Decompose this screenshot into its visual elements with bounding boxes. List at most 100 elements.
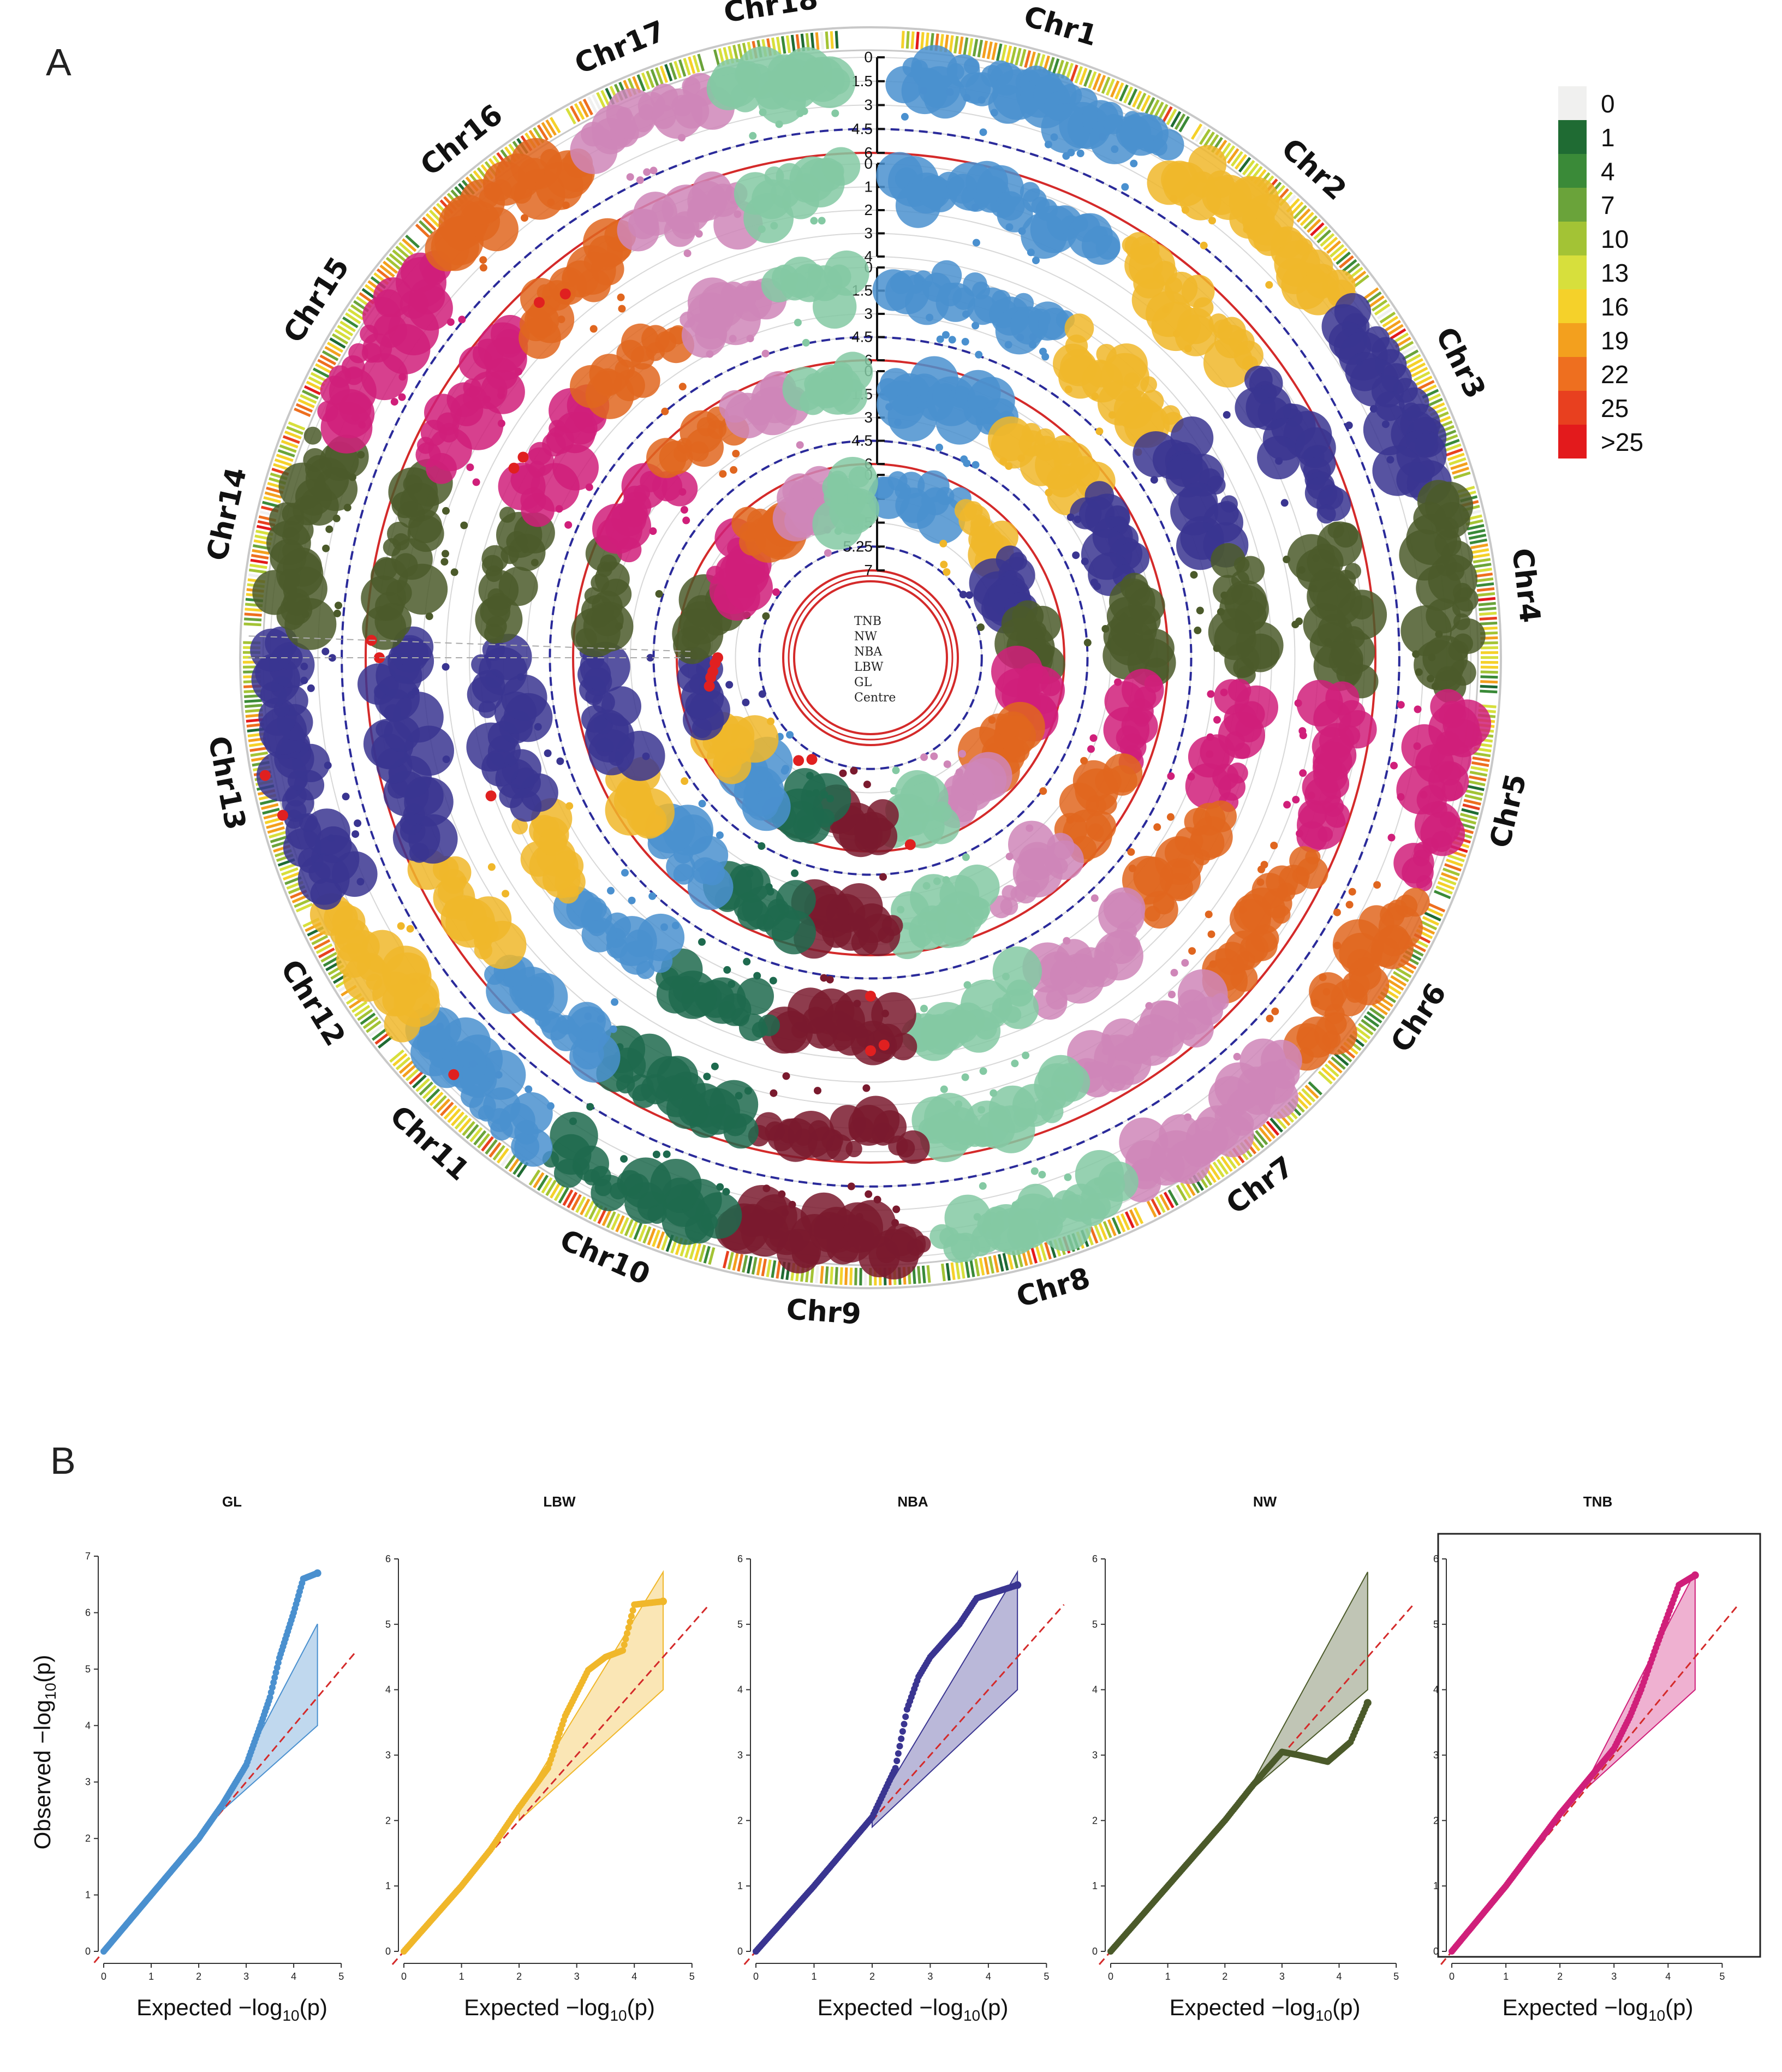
density-bin — [1088, 71, 1097, 89]
density-bin — [286, 426, 304, 435]
significant-snps — [259, 288, 916, 1080]
density-bin — [1461, 808, 1479, 815]
density-bin — [1158, 104, 1169, 121]
manhattan-chr1 — [885, 45, 1184, 191]
snp-point — [557, 315, 565, 324]
snp-point — [926, 313, 934, 321]
density-bin — [1007, 1252, 1014, 1270]
density-bin — [368, 1024, 385, 1037]
density-bin — [650, 69, 659, 87]
manhattan-chr16 — [570, 323, 695, 419]
density-bin — [1366, 1011, 1382, 1024]
snp-point — [939, 539, 947, 547]
manhattan-chr4 — [1190, 543, 1284, 684]
snp-point — [940, 1085, 948, 1093]
qq-point — [273, 1664, 281, 1671]
density-bin — [1444, 443, 1462, 452]
density-bin — [492, 1145, 505, 1161]
density-bin — [1426, 907, 1444, 917]
snp-cluster — [661, 470, 698, 507]
qq-y-tick-label: 2 — [737, 1815, 743, 1826]
density-bin — [436, 1098, 451, 1113]
qq-panel-lbw: LBW 0 1 2 3 4 5 6 0 1 2 3 4 5 Expected −log10(p) — [385, 1493, 710, 2024]
qq-x-tick-label: 4 — [986, 1971, 991, 1982]
snp-cluster — [990, 895, 1013, 919]
density-bin — [1212, 1161, 1225, 1178]
snp-point — [1083, 639, 1092, 647]
qq-y-tick-label: 2 — [385, 1815, 391, 1826]
qq-x-tick-label: 2 — [196, 1971, 201, 1982]
qq-y-tick-label: 1 — [737, 1880, 743, 1891]
qq-point — [627, 1618, 634, 1626]
manhattan-chr8 — [878, 766, 960, 849]
snp-point — [611, 998, 619, 1006]
density-bin — [315, 363, 332, 374]
density-bin — [825, 1266, 829, 1284]
qq-point — [622, 1635, 629, 1642]
density-bin — [1469, 770, 1488, 777]
density-bin — [244, 617, 262, 622]
qq-y-tick-label: 3 — [1092, 1750, 1098, 1761]
density-bin — [697, 53, 705, 72]
significant-snp — [259, 770, 271, 781]
density-bin — [1355, 1026, 1371, 1040]
density-bin — [1327, 1059, 1343, 1074]
qq-point — [899, 1728, 906, 1735]
density-bin — [334, 329, 351, 341]
density-bin — [611, 1213, 621, 1230]
snp-point — [1150, 476, 1158, 484]
snp-point — [946, 88, 954, 96]
density-bin — [820, 32, 825, 50]
manhattan-chr2 — [988, 416, 1116, 516]
density-bin — [1180, 1182, 1191, 1199]
snp-cluster — [1316, 504, 1336, 524]
snp-point — [863, 781, 871, 789]
snp-point — [1128, 864, 1136, 872]
density-bin — [815, 1265, 819, 1283]
density-band-chr11 — [389, 1049, 529, 1178]
density-bin — [1449, 457, 1467, 466]
qq-y-tick-label: 6 — [385, 1553, 391, 1564]
snp-point — [626, 173, 634, 181]
snp-point — [1145, 1002, 1153, 1010]
density-bin — [1480, 684, 1498, 689]
snp-point — [681, 777, 689, 785]
density-bin — [374, 1032, 390, 1045]
snp-cluster — [387, 521, 411, 546]
qq-point — [619, 1647, 627, 1654]
snp-point — [901, 112, 909, 121]
density-bin — [1307, 218, 1321, 233]
snp-point — [963, 981, 972, 989]
snp-cluster — [837, 488, 880, 531]
snp-point — [1039, 787, 1047, 795]
snp-point — [643, 168, 651, 176]
snp-point — [1208, 217, 1216, 225]
snp-point — [1413, 742, 1421, 750]
snp-point — [826, 975, 834, 984]
snp-point — [1420, 790, 1428, 799]
qq-y-tick-label: 5 — [1433, 1619, 1439, 1630]
density-bin — [641, 72, 651, 90]
snp-point — [1271, 1007, 1279, 1015]
density-bin — [269, 831, 287, 839]
snp-point — [564, 521, 573, 529]
snp-point — [1333, 942, 1342, 950]
density-bin — [698, 1245, 706, 1263]
center-label: LBW — [854, 660, 884, 674]
snp-point — [818, 217, 826, 225]
snp-point — [621, 868, 629, 877]
density-bin — [545, 1180, 557, 1196]
snp-point — [652, 1151, 660, 1158]
qq-x-tick-label: 5 — [338, 1971, 344, 1982]
qq-y-tick-label: 2 — [1092, 1815, 1098, 1826]
density-bin — [306, 380, 323, 391]
axis-tick-label: 0 — [864, 155, 873, 172]
density-bin — [337, 325, 354, 337]
significant-snp — [559, 288, 571, 300]
density-bin — [545, 119, 557, 136]
snp-point — [589, 325, 598, 333]
density-bin — [392, 1053, 408, 1067]
density-bin — [1119, 84, 1129, 102]
density-bin — [732, 1253, 739, 1271]
